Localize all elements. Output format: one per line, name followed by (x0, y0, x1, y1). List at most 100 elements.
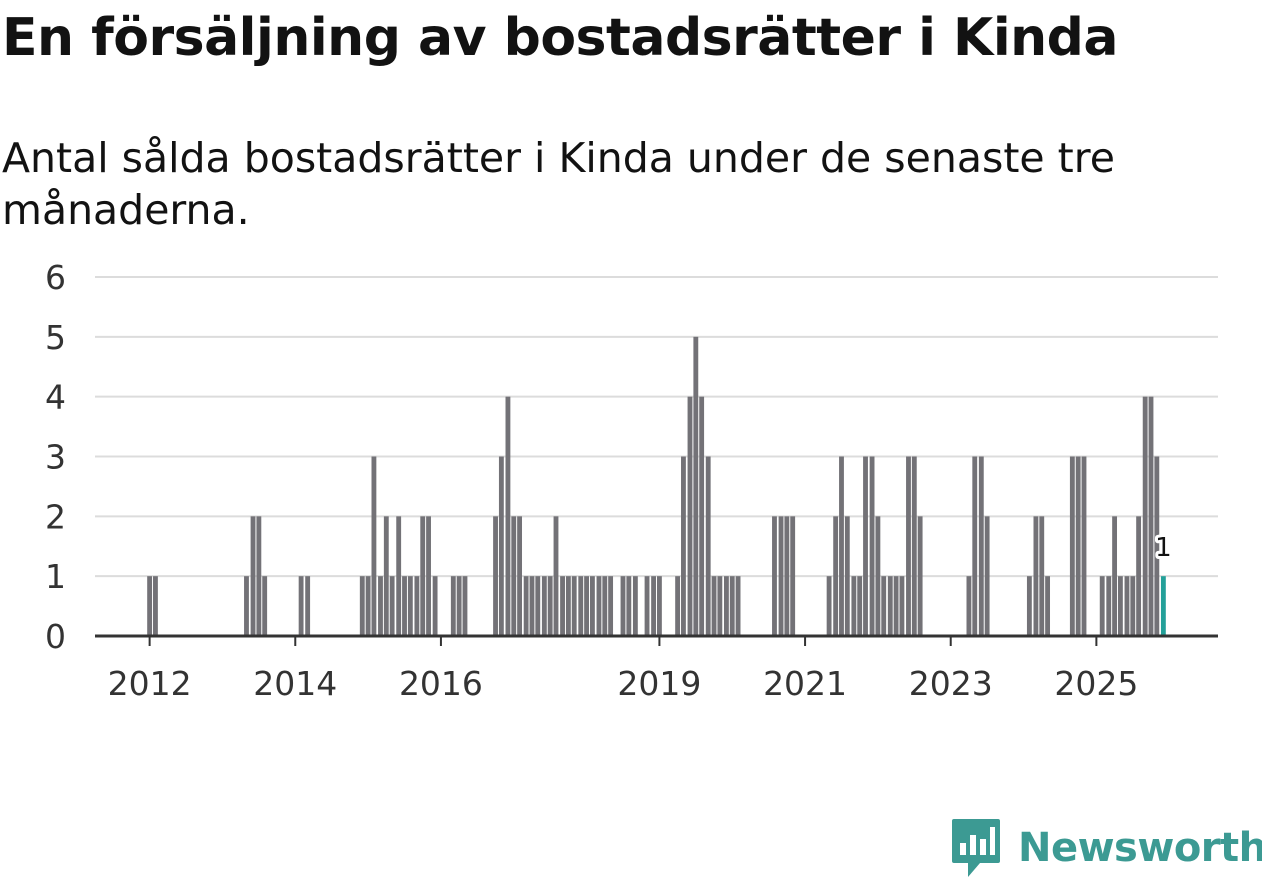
bar (978, 456, 984, 636)
bar (1106, 576, 1112, 636)
bar (772, 516, 777, 636)
bar (857, 576, 863, 636)
bar (1136, 516, 1142, 636)
bar (844, 516, 850, 636)
x-tick-label: 2012 (108, 664, 192, 703)
x-axis (95, 634, 1218, 646)
bar (383, 516, 389, 636)
y-tick-label: 0 (45, 617, 66, 656)
bar (541, 576, 547, 636)
bar (893, 576, 899, 636)
bar (498, 456, 504, 636)
bar (899, 576, 905, 636)
bar (511, 516, 517, 636)
bar (262, 576, 268, 636)
bar (906, 456, 911, 636)
bar (826, 576, 832, 636)
bar (420, 516, 426, 636)
bar (553, 516, 559, 636)
bar (1069, 456, 1075, 636)
bar (735, 576, 741, 636)
y-tick-label: 4 (45, 378, 66, 417)
y-tick-label: 6 (45, 258, 66, 297)
bar (505, 396, 511, 636)
bar (493, 516, 498, 636)
bar (644, 576, 650, 636)
bar (1081, 456, 1087, 636)
bar (1075, 456, 1081, 636)
bar (1112, 516, 1118, 636)
bar (1026, 576, 1032, 636)
y-tick-label: 2 (45, 497, 66, 536)
bar (432, 576, 438, 636)
bar (571, 576, 577, 636)
highlight-bar (1160, 576, 1166, 636)
data-labels: 1 (1152, 530, 1175, 566)
bar (881, 576, 887, 636)
bar (651, 576, 657, 636)
bar (784, 516, 790, 636)
bar (402, 576, 407, 636)
bar (1039, 516, 1045, 636)
bar (1124, 576, 1130, 636)
x-axis-labels: 2012 2014 2016 2019 2021 2023 2025 (108, 664, 1139, 703)
bar (529, 576, 535, 636)
bar (729, 576, 735, 636)
bar (371, 456, 377, 636)
bar (620, 576, 626, 636)
x-tick-label: 2025 (1054, 664, 1138, 703)
bar (778, 516, 784, 636)
bar (378, 576, 383, 636)
bar (608, 576, 614, 636)
bar (602, 576, 608, 636)
bar (984, 516, 990, 636)
bar (147, 576, 153, 636)
bar (560, 576, 565, 636)
bar (250, 516, 256, 636)
bar (917, 516, 923, 636)
bar (711, 576, 717, 636)
bar (1045, 576, 1051, 636)
x-tick-label: 2016 (399, 664, 483, 703)
bar (632, 576, 638, 636)
brand-name: Newsworthy (1018, 825, 1262, 871)
bar (723, 576, 729, 636)
bar (717, 576, 723, 636)
bar (790, 516, 796, 636)
bar (869, 456, 875, 636)
x-tick-label: 2023 (909, 664, 993, 703)
bar (839, 456, 844, 636)
bar (1117, 576, 1123, 636)
bar (705, 456, 711, 636)
bar (875, 516, 881, 636)
bar (687, 396, 693, 636)
bar (1099, 576, 1105, 636)
bar (396, 516, 402, 636)
x-tick-label: 2014 (253, 664, 337, 703)
bar-series (147, 336, 1166, 636)
bar (298, 576, 304, 636)
bar (578, 576, 584, 636)
highlight-value-label: 1 (1155, 533, 1172, 563)
bar (389, 576, 395, 636)
bar (1033, 516, 1039, 636)
bar (589, 576, 595, 636)
bar (244, 576, 249, 636)
bar (365, 576, 371, 636)
bar (450, 576, 456, 636)
y-tick-label: 5 (45, 318, 66, 357)
bar (547, 576, 553, 636)
bar (699, 396, 705, 636)
bar (565, 576, 571, 636)
bar (1130, 576, 1136, 636)
bar (305, 576, 311, 636)
bar (584, 576, 590, 636)
newsworthy-logo: Newsworthy (950, 818, 1262, 878)
chart-subtitle: Antal sålda bostadsrätter i Kinda under … (2, 134, 1115, 234)
bar (153, 576, 158, 636)
bar (517, 516, 523, 636)
bar (523, 576, 529, 636)
grid-lines (95, 276, 1218, 578)
bar (596, 576, 602, 636)
